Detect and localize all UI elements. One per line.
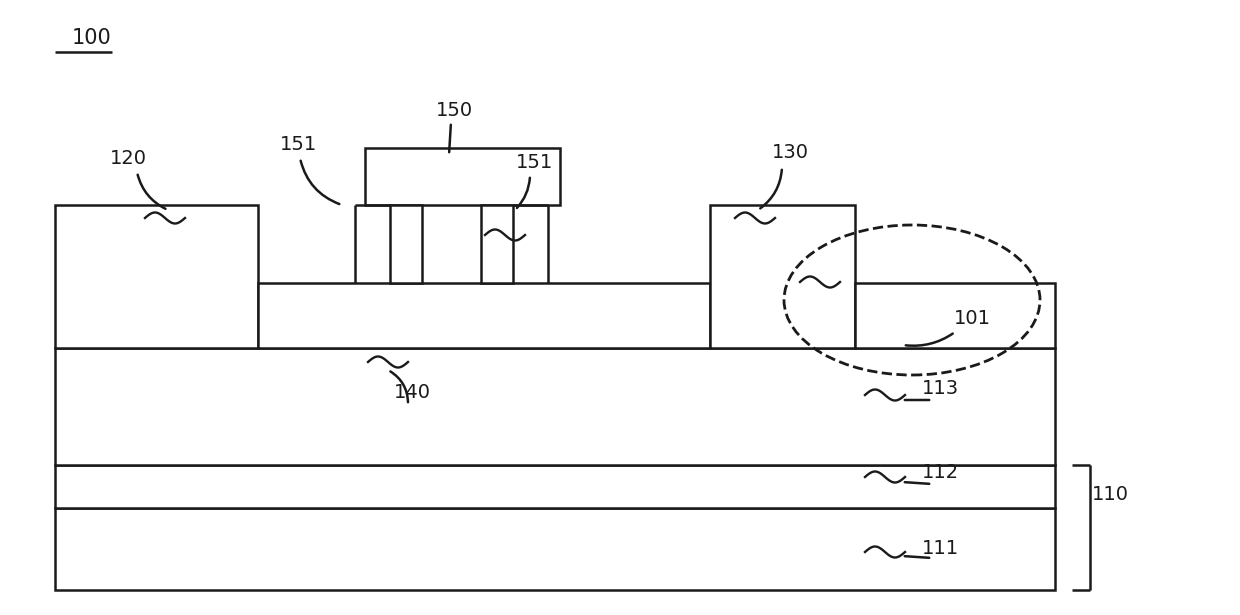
Text: 150: 150 — [435, 100, 472, 119]
Bar — [55, 348, 1055, 465]
Text: 100: 100 — [72, 28, 112, 48]
Text: 151: 151 — [516, 153, 553, 172]
Text: 110: 110 — [1091, 485, 1128, 504]
Bar — [856, 283, 1055, 348]
Bar — [391, 205, 422, 283]
Bar — [55, 508, 1055, 590]
Bar — [365, 148, 560, 205]
Bar — [711, 205, 856, 348]
Bar — [55, 465, 1055, 508]
Text: 130: 130 — [771, 143, 808, 162]
Text: 101: 101 — [954, 309, 991, 328]
Bar — [481, 205, 513, 283]
Text: 111: 111 — [921, 539, 959, 558]
Text: 151: 151 — [279, 135, 316, 154]
Text: 112: 112 — [921, 462, 959, 482]
Bar — [258, 283, 711, 348]
Text: 113: 113 — [921, 378, 959, 397]
Text: 140: 140 — [393, 384, 430, 402]
Bar — [55, 205, 258, 348]
Text: 120: 120 — [109, 148, 146, 167]
